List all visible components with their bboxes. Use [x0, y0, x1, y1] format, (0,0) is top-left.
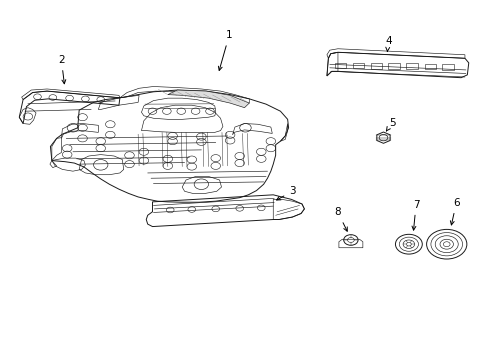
Text: 5: 5	[386, 118, 395, 131]
Text: 2: 2	[58, 55, 66, 84]
Text: 4: 4	[384, 36, 391, 51]
Text: 1: 1	[218, 30, 232, 71]
Text: 6: 6	[449, 198, 459, 225]
Text: 7: 7	[411, 200, 419, 230]
Polygon shape	[167, 90, 249, 108]
Text: 3: 3	[276, 186, 295, 200]
Text: 8: 8	[334, 207, 346, 231]
